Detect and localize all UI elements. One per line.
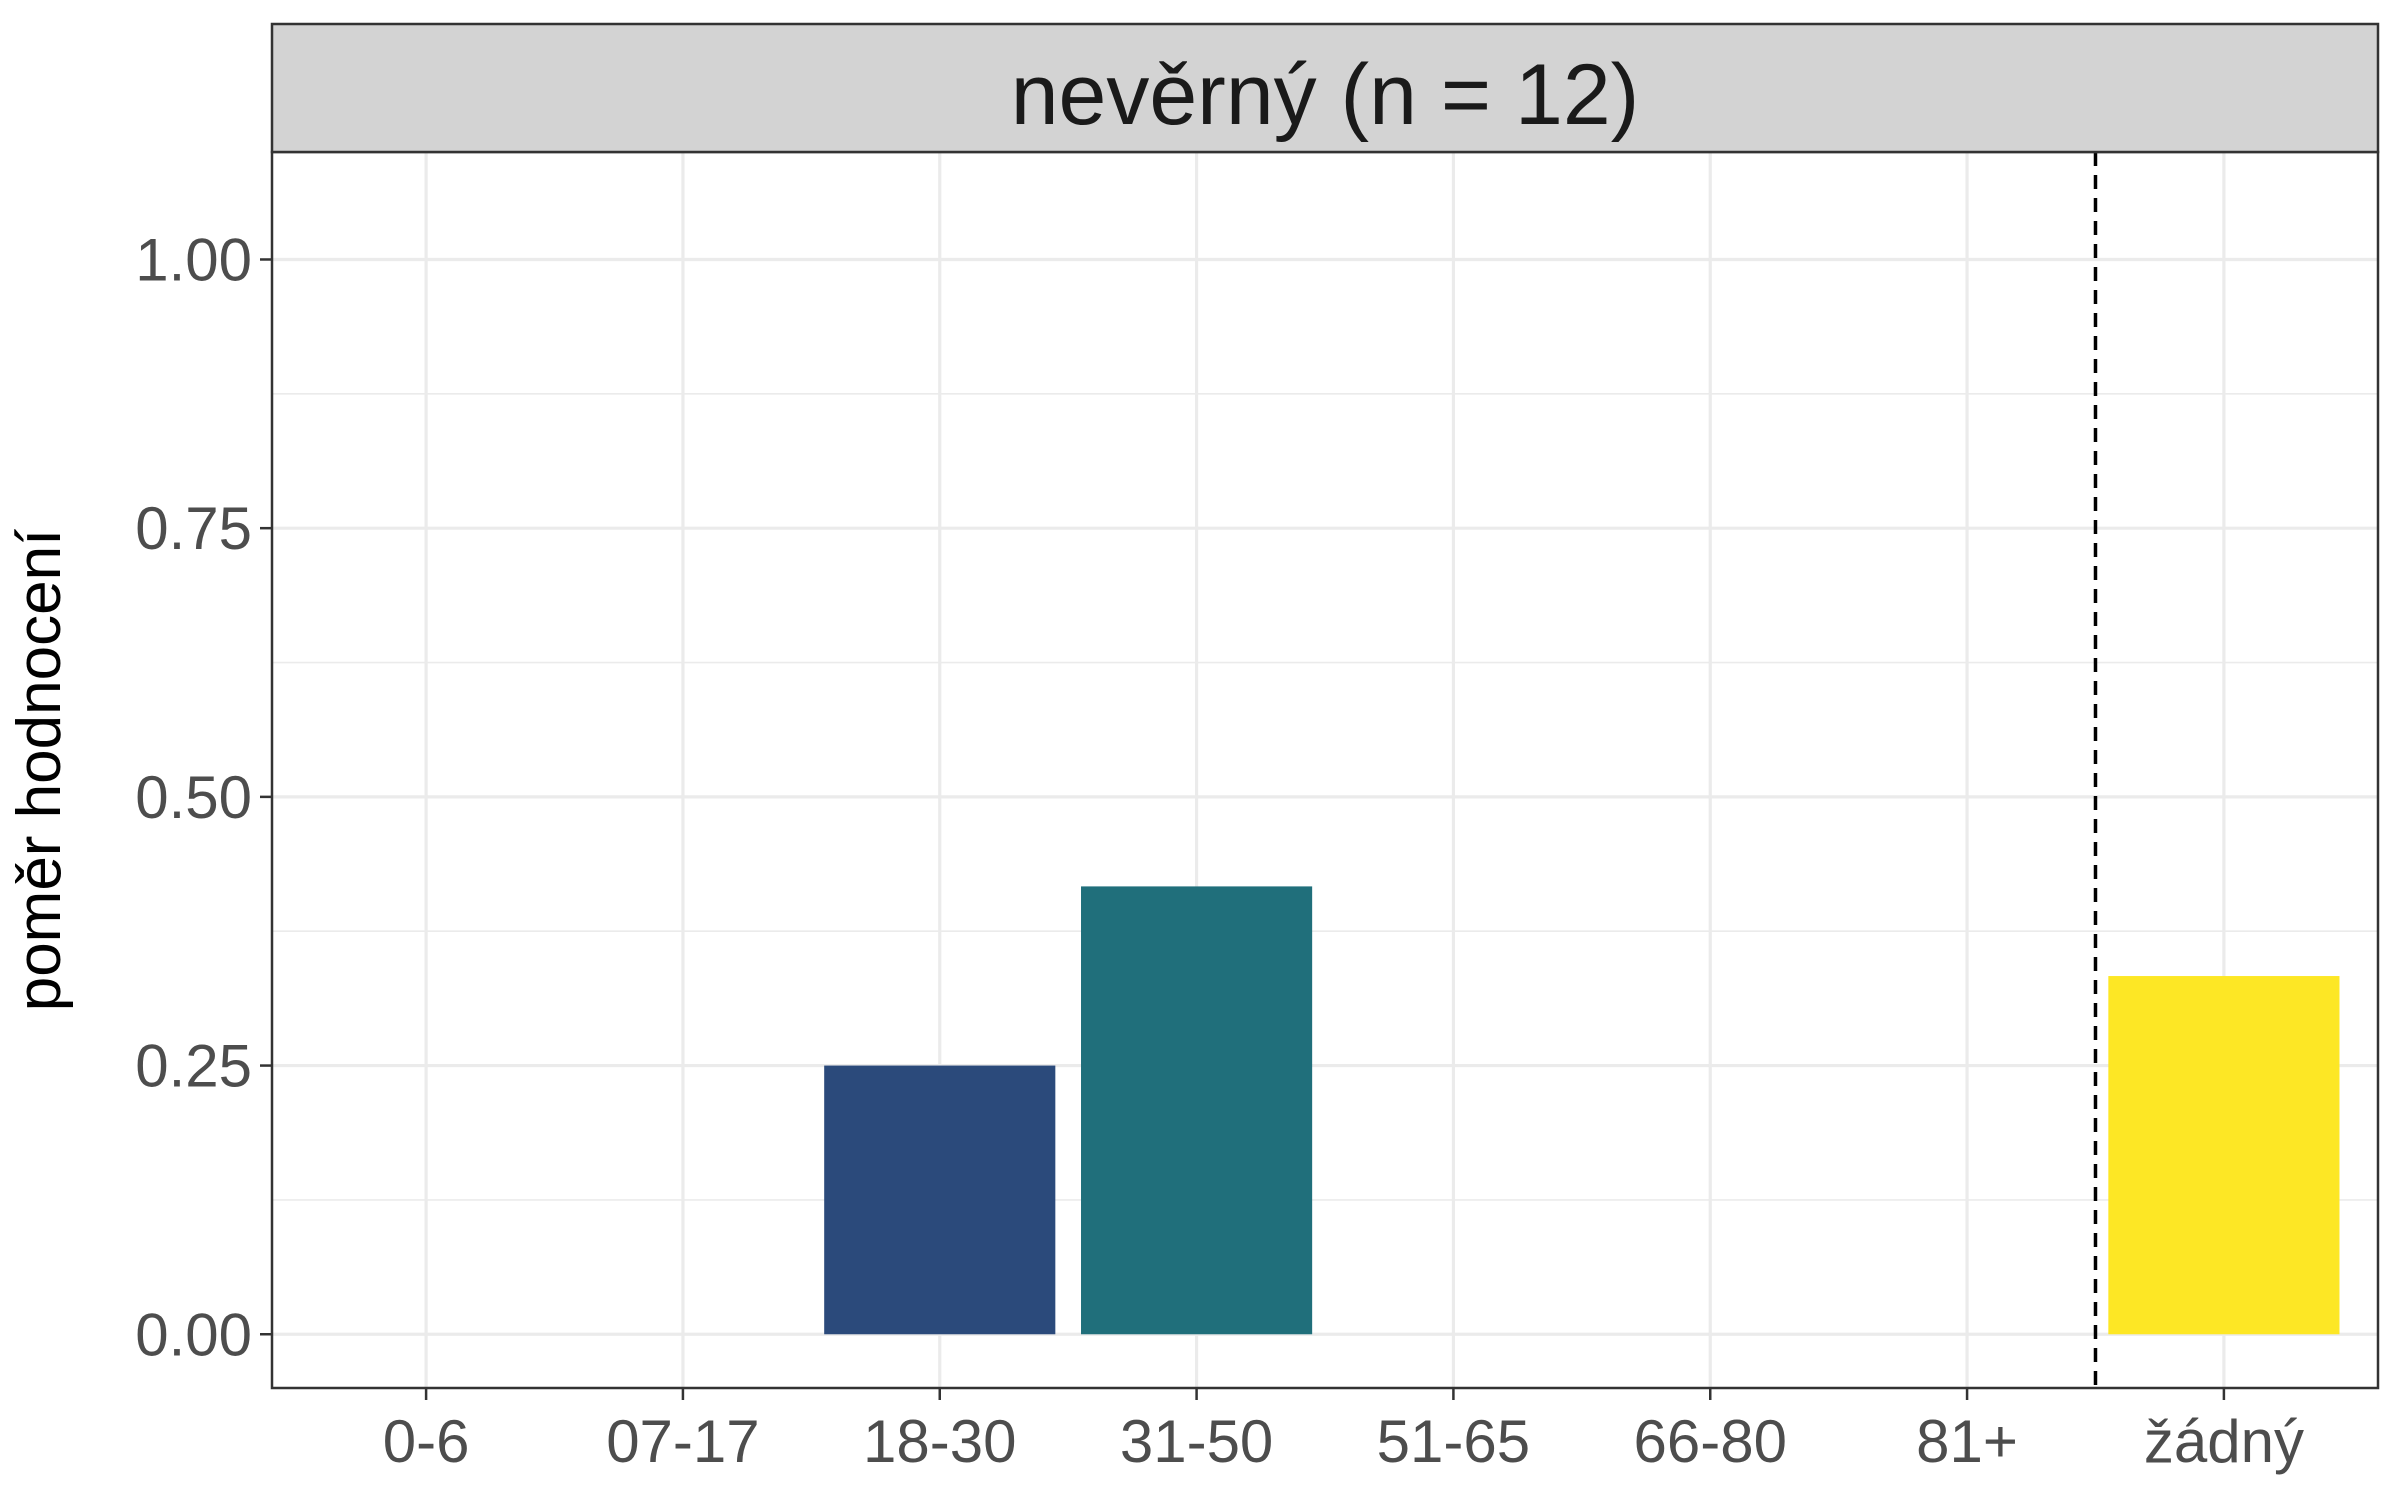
bar-žádný [2108, 976, 2340, 1335]
x-tick-label: 31-50 [1120, 1408, 1273, 1475]
x-tick-label: 18-30 [863, 1408, 1016, 1475]
x-tick-label: 0-6 [383, 1408, 470, 1475]
facet-title: nevěrný (n = 12) [1011, 47, 1640, 143]
x-axis: 0-6 07-17 18-30 31-50 51-65 66-80 81+ žádný [383, 1388, 2304, 1475]
panel-border [270, 150, 2380, 1390]
bar-18-30 [824, 1065, 1056, 1335]
x-tick-label: 07-17 [606, 1408, 759, 1475]
y-tick-label: 0.00 [135, 1301, 252, 1368]
facet-strip [270, 22, 2380, 154]
x-tick-label: 81+ [1916, 1408, 2018, 1475]
x-tick-label: žádný [2144, 1408, 2304, 1475]
y-axis: 0.00 0.25 0.50 0.75 1.00 [135, 226, 272, 1368]
bar-31-50 [1081, 886, 1313, 1335]
y-tick-label: 0.50 [135, 764, 252, 831]
y-tick-label: 0.75 [135, 495, 252, 562]
y-tick-label: 0.25 [135, 1033, 252, 1100]
x-tick-label: 51-65 [1377, 1408, 1530, 1475]
grid-lines [272, 152, 2378, 1388]
x-tick-label: 66-80 [1634, 1408, 1787, 1475]
y-axis-title: poměr hodnocení [5, 529, 74, 1012]
bars [824, 886, 2340, 1335]
y-tick-label: 1.00 [135, 226, 252, 293]
